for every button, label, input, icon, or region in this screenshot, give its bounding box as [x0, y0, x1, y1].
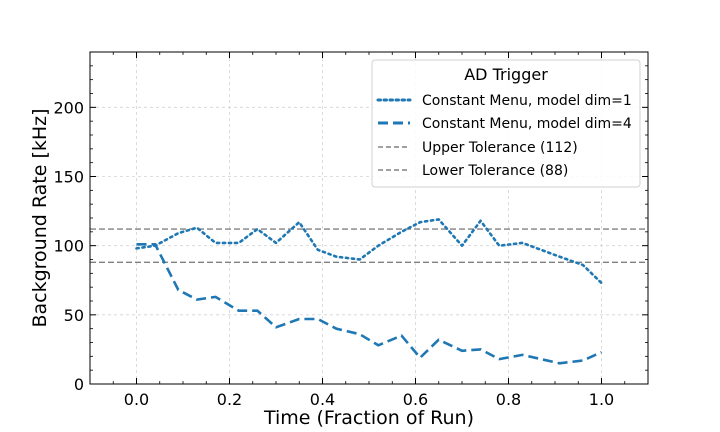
legend-label-lower: Lower Tolerance (88)	[422, 163, 568, 179]
x-tick-label: 0.2	[217, 390, 242, 409]
legend: AD Trigger Constant Menu, model dim=1 Co…	[371, 59, 641, 188]
legend-label-dim4: Constant Menu, model dim=4	[422, 116, 632, 132]
x-tick-label: 0.4	[310, 390, 335, 409]
x-axis-label: Time (Fraction of Run)	[263, 407, 474, 429]
y-tick-label: 50	[64, 306, 84, 325]
axis-ticks: 0.0 0.2 0.4 0.6 0.8 1.0 0 50 100 150 200	[53, 52, 648, 409]
x-tick-label: 0.8	[496, 390, 521, 409]
x-tick-label: 1.0	[589, 390, 614, 409]
x-tick-label: 0.6	[403, 390, 428, 409]
y-tick-label: 100	[53, 237, 84, 256]
legend-label-dim1: Constant Menu, model dim=1	[422, 93, 632, 109]
legend-box	[371, 59, 641, 188]
series-line-dim1	[135, 218, 603, 285]
x-tick-label: 0.0	[124, 390, 149, 409]
y-tick-label: 200	[53, 98, 84, 117]
legend-title: AD Trigger	[464, 65, 548, 84]
legend-label-upper: Upper Tolerance (112)	[422, 140, 578, 156]
plot-area	[90, 218, 648, 365]
y-tick-label: 150	[53, 168, 84, 187]
y-axis-label: Background Rate [kHz]	[29, 108, 51, 327]
series-line-dim4	[136, 243, 603, 365]
y-tick-label: 0	[74, 375, 84, 394]
